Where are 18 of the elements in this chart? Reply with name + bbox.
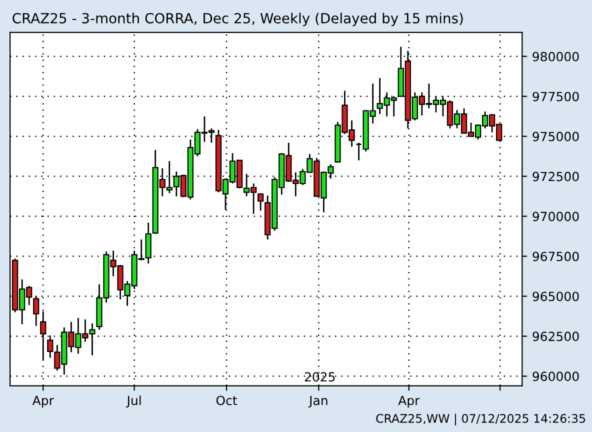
x-tick-label: Oct — [216, 396, 238, 406]
y-tick-label: 972500 — [532, 172, 579, 182]
y-tick-label: 970000 — [532, 212, 579, 222]
y-tick-label: 975000 — [532, 132, 579, 142]
annotation: 2025 — [304, 372, 335, 382]
y-tick-label: 977500 — [532, 92, 579, 102]
text: CRAZ25,WW | 07/12/2025 14:26:35 — [376, 414, 586, 426]
x-tick-label: Jul — [126, 396, 141, 408]
x-tick-label: Jan — [308, 396, 328, 408]
y-tick-label: 960000 — [532, 372, 579, 382]
x-tick-label: Apr — [32, 396, 54, 408]
y-tick-label: 980000 — [532, 52, 579, 62]
chart-title: CRAZ25 - 3-month CORRA, Dec 25, Weekly (Delayed by 15 mins) — [12, 12, 463, 26]
x-tick-label: Apr — [398, 396, 420, 408]
y-tick-label: 967500 — [532, 252, 579, 262]
y-tick-label: 965000 — [532, 292, 579, 302]
y-tick-label: 962500 — [532, 332, 579, 342]
candlestick — [258, 193, 264, 212]
